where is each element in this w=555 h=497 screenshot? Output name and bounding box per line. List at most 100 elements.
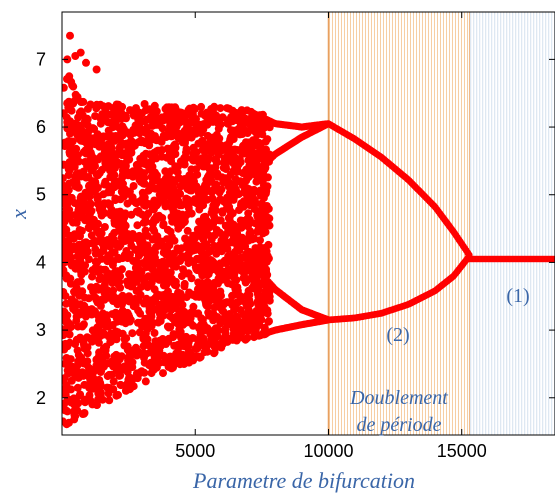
y-tick-label: 6 [36,117,46,137]
chaos-point [78,287,87,296]
chaos-point [185,288,194,297]
chaos-point [131,264,140,272]
chaos-point [100,110,108,119]
chaos-point [166,312,174,321]
chaos-point [173,162,182,171]
chaos-point [162,305,171,314]
chaos-point [88,272,97,281]
chaos-point [62,174,67,183]
chaos-point [222,141,231,150]
chaos-point [155,358,164,367]
region-labels: (2) (1) [386,285,529,346]
chaos-point [213,172,222,181]
chaos-point [162,111,171,120]
chaos-point [62,210,69,219]
chaos-point [118,329,127,338]
chaos-point [150,168,159,177]
chaos-point [138,322,146,331]
chaos-point [162,235,171,244]
chaos-point [127,295,136,303]
chaos-point [109,286,118,295]
chaos-point [228,181,237,190]
chaos-point [124,364,133,373]
chaos-point [222,198,231,207]
chaos-point [76,228,85,237]
chaos-point [154,146,162,155]
chaos-point [168,132,177,140]
chaos-point [139,335,148,344]
chaos-point [162,337,171,346]
region-2 [469,12,555,435]
chaos-point [212,249,221,258]
chaos-point [180,282,189,291]
chaos-point [78,410,87,418]
chaos-point [62,339,70,348]
plot-frame [61,11,555,436]
chaos-point [135,176,144,185]
chaos-point [226,126,235,135]
chaos-point [168,217,177,226]
chaos-point [69,242,78,251]
chaos-point [62,230,68,239]
chaos-point [124,153,133,162]
chaos-point [142,115,151,124]
chaos-point [140,353,148,362]
chaos-point [156,258,165,267]
chaos-point [63,122,72,131]
chaos-point [73,278,82,287]
chaos-point [237,223,246,232]
chaos-point [101,177,110,186]
chaos-point [228,335,237,344]
chaos-point [164,323,173,332]
chaos-point [253,227,262,236]
chaos-point [166,227,175,236]
chaos-point [167,103,176,112]
chaos-point [218,208,227,217]
chaos-point [102,291,111,300]
chaos-point [166,122,174,130]
chaos-point [124,277,133,286]
chaos-point [206,256,215,264]
chaos-point [128,270,137,279]
chaos-point [140,126,148,135]
chaos-point [77,121,85,130]
chaos-point [195,225,204,234]
chaos-point [146,348,154,357]
chaos-point [164,362,173,371]
chaos-point [192,265,201,274]
chaos-point [65,330,74,339]
chaos-point [66,321,75,330]
chaos-point [70,400,78,409]
chaos-point [185,104,194,113]
chaos-point [202,323,210,332]
chaos-point [160,273,169,282]
period-2-branch [325,120,473,324]
annotation-line-2: de période [357,414,442,436]
chaos-point [126,131,135,140]
chaos-point [72,312,81,321]
chaos-point [92,400,101,409]
chaos-point [72,177,81,186]
chaos-point [63,395,72,403]
chaos-point [141,201,150,210]
chaos-point [62,292,70,300]
chaos-point [261,228,270,237]
chaos-points [62,31,274,429]
chaos-point [166,352,175,361]
chaos-point [247,315,255,324]
chaos-point [144,209,153,218]
chaos-point [96,100,105,109]
chaos-point [166,268,175,277]
chaos-point [243,222,252,231]
chaos-point [104,252,113,261]
chaos-point [173,168,182,177]
chaos-point [210,102,219,111]
chaos-point [233,146,242,154]
chaos-point [239,119,248,128]
chaos-point [148,235,157,244]
chaos-point [229,268,238,277]
chaos-point [200,340,209,349]
chaos-point [71,298,80,307]
y-tick-label: 5 [36,185,46,205]
chaos-point [94,155,103,164]
